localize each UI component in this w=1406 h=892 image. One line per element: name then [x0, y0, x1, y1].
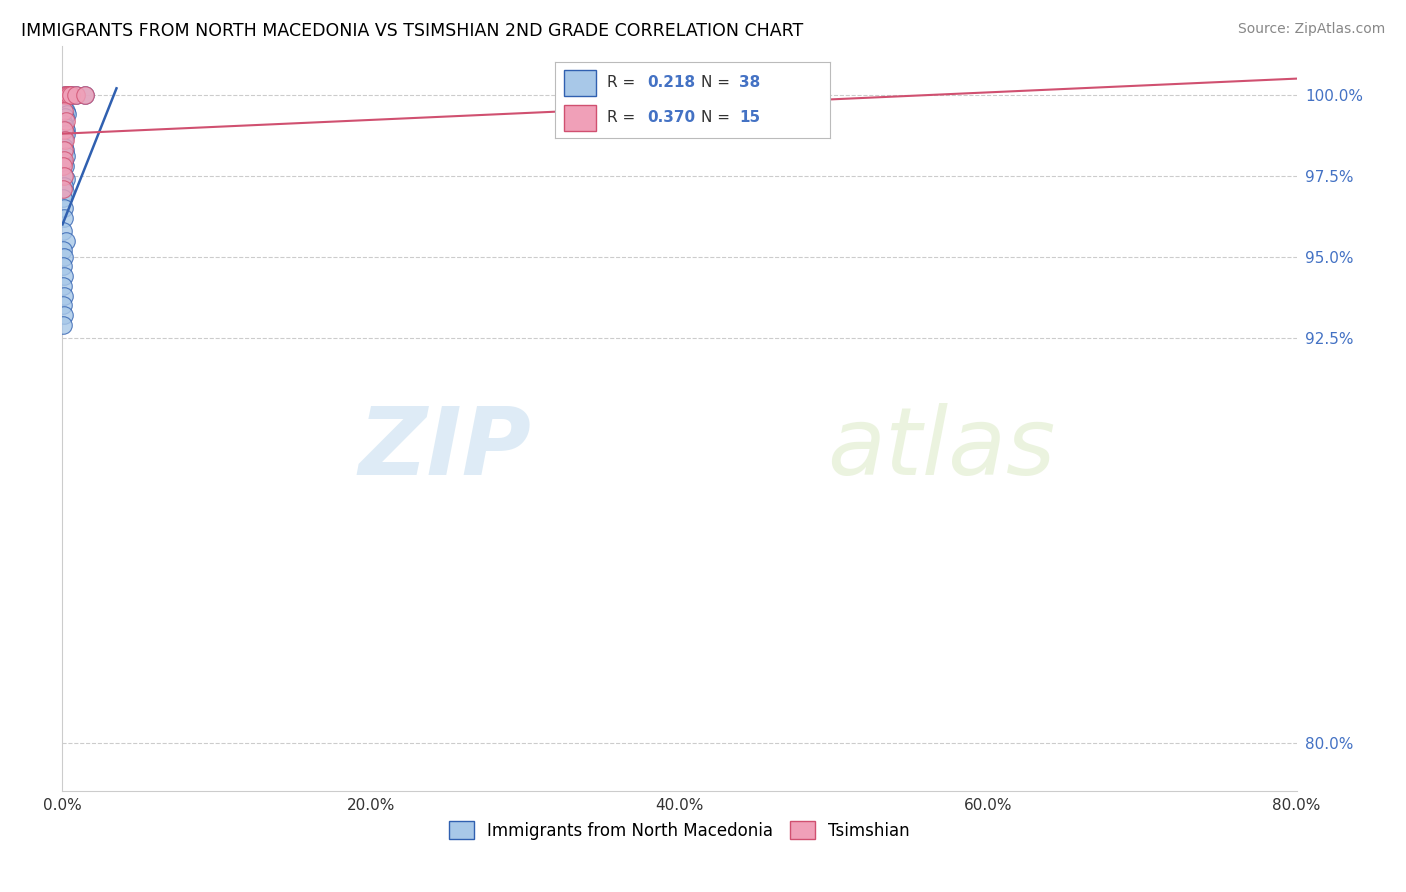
Point	[53, 103, 76, 118]
Point	[55, 123, 77, 137]
Point	[52, 260, 75, 274]
Text: N =: N =	[700, 75, 734, 90]
Point	[52, 308, 75, 322]
Text: ZIP: ZIP	[359, 402, 531, 494]
Point	[58, 87, 80, 102]
Point	[55, 113, 77, 128]
Point	[52, 318, 75, 332]
Point	[52, 224, 75, 238]
Point	[53, 133, 76, 147]
Text: 15: 15	[740, 111, 761, 125]
Legend: Immigrants from North Macedonia, Tsimshian: Immigrants from North Macedonia, Tsimshi…	[443, 814, 917, 847]
Point	[53, 87, 76, 102]
Text: 0.218: 0.218	[647, 75, 696, 90]
Point	[52, 143, 75, 157]
Point	[53, 159, 76, 173]
Point	[59, 87, 82, 102]
Point	[53, 139, 76, 153]
Text: 0.370: 0.370	[647, 111, 696, 125]
Point	[53, 156, 76, 170]
FancyBboxPatch shape	[564, 70, 596, 95]
Point	[55, 149, 77, 163]
Point	[53, 111, 76, 125]
Point	[52, 169, 75, 183]
Point	[53, 87, 76, 102]
Point	[53, 269, 76, 284]
Point	[53, 169, 76, 183]
Point	[73, 87, 96, 102]
Point	[52, 244, 75, 258]
Point	[73, 87, 96, 102]
Point	[53, 288, 76, 302]
Point	[53, 117, 76, 131]
Point	[55, 103, 77, 118]
Point	[53, 185, 76, 199]
Point	[53, 133, 76, 147]
Point	[52, 211, 75, 225]
Text: Source: ZipAtlas.com: Source: ZipAtlas.com	[1237, 22, 1385, 37]
Point	[52, 182, 75, 196]
Point	[56, 87, 79, 102]
Text: 38: 38	[740, 75, 761, 90]
Point	[52, 191, 75, 205]
Text: IMMIGRANTS FROM NORTH MACEDONIA VS TSIMSHIAN 2ND GRADE CORRELATION CHART: IMMIGRANTS FROM NORTH MACEDONIA VS TSIMS…	[21, 22, 803, 40]
Point	[53, 250, 76, 264]
Text: atlas: atlas	[828, 403, 1056, 494]
Point	[59, 87, 82, 102]
Point	[53, 120, 76, 135]
Point	[55, 234, 77, 248]
Point	[56, 107, 79, 121]
Point	[52, 279, 75, 293]
Point	[53, 123, 76, 137]
Text: R =: R =	[607, 111, 641, 125]
Point	[53, 101, 76, 115]
Point	[53, 153, 76, 167]
Point	[56, 87, 79, 102]
Point	[65, 87, 87, 102]
Point	[55, 127, 77, 141]
Point	[52, 178, 75, 193]
Point	[53, 201, 76, 215]
Point	[53, 143, 76, 157]
Point	[55, 172, 77, 186]
Point	[52, 298, 75, 312]
Point	[65, 87, 87, 102]
Point	[52, 159, 75, 173]
Text: N =: N =	[700, 111, 734, 125]
Text: R =: R =	[607, 75, 641, 90]
Point	[58, 87, 80, 102]
FancyBboxPatch shape	[564, 105, 596, 130]
